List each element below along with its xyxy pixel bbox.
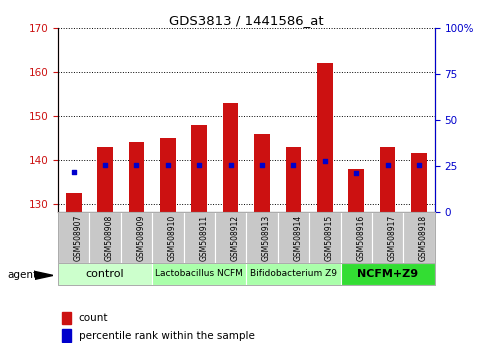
Text: control: control xyxy=(86,269,124,279)
Bar xyxy=(278,212,309,264)
Text: GSM508913: GSM508913 xyxy=(262,215,271,261)
Text: count: count xyxy=(79,313,108,323)
Text: Lactobacillus NCFM: Lactobacillus NCFM xyxy=(156,269,243,279)
Text: GSM508908: GSM508908 xyxy=(105,215,114,261)
Bar xyxy=(128,142,144,212)
Text: GSM508909: GSM508909 xyxy=(137,215,145,261)
Text: GSM508911: GSM508911 xyxy=(199,215,208,261)
Bar xyxy=(285,147,301,212)
Point xyxy=(290,162,298,167)
Polygon shape xyxy=(35,272,53,279)
Text: GSM508917: GSM508917 xyxy=(387,215,397,261)
Point xyxy=(164,162,172,167)
Text: GSM508916: GSM508916 xyxy=(356,215,365,261)
Text: GSM508907: GSM508907 xyxy=(73,215,83,261)
Point xyxy=(227,162,235,167)
Bar xyxy=(215,212,246,264)
Bar xyxy=(223,103,239,212)
Bar xyxy=(89,212,121,264)
Bar xyxy=(317,63,333,212)
Bar xyxy=(97,147,113,212)
Bar xyxy=(372,212,403,264)
Point xyxy=(353,170,360,176)
Point xyxy=(70,169,78,175)
Bar xyxy=(62,329,71,342)
Text: agent: agent xyxy=(7,270,37,280)
Bar xyxy=(309,212,341,264)
Title: GDS3813 / 1441586_at: GDS3813 / 1441586_at xyxy=(169,14,324,27)
Bar xyxy=(341,263,435,285)
Text: NCFM+Z9: NCFM+Z9 xyxy=(357,269,418,279)
Bar xyxy=(403,212,435,264)
Bar xyxy=(184,212,215,264)
Bar xyxy=(380,147,396,212)
Point xyxy=(384,162,392,167)
Bar xyxy=(411,153,427,212)
Bar xyxy=(66,193,82,212)
Bar xyxy=(62,312,71,324)
Point xyxy=(195,162,203,167)
Bar xyxy=(191,125,207,212)
Text: GSM508915: GSM508915 xyxy=(325,215,334,261)
Text: percentile rank within the sample: percentile rank within the sample xyxy=(79,331,255,341)
Bar xyxy=(160,138,176,212)
Point xyxy=(101,162,109,167)
Point xyxy=(415,162,423,168)
Bar xyxy=(341,212,372,264)
Bar xyxy=(348,169,364,212)
Text: Bifidobacterium Z9: Bifidobacterium Z9 xyxy=(250,269,337,279)
Text: GSM508918: GSM508918 xyxy=(419,215,428,261)
Bar xyxy=(152,212,184,264)
Bar xyxy=(121,212,152,264)
Bar xyxy=(246,212,278,264)
Bar xyxy=(58,263,152,285)
Point xyxy=(321,158,328,164)
Text: GSM508914: GSM508914 xyxy=(294,215,302,261)
Bar xyxy=(246,263,341,285)
Bar xyxy=(58,212,89,264)
Text: GSM508912: GSM508912 xyxy=(231,215,240,261)
Bar xyxy=(254,133,270,212)
Bar xyxy=(152,263,246,285)
Text: GSM508910: GSM508910 xyxy=(168,215,177,261)
Point xyxy=(133,162,141,167)
Point xyxy=(258,162,266,167)
